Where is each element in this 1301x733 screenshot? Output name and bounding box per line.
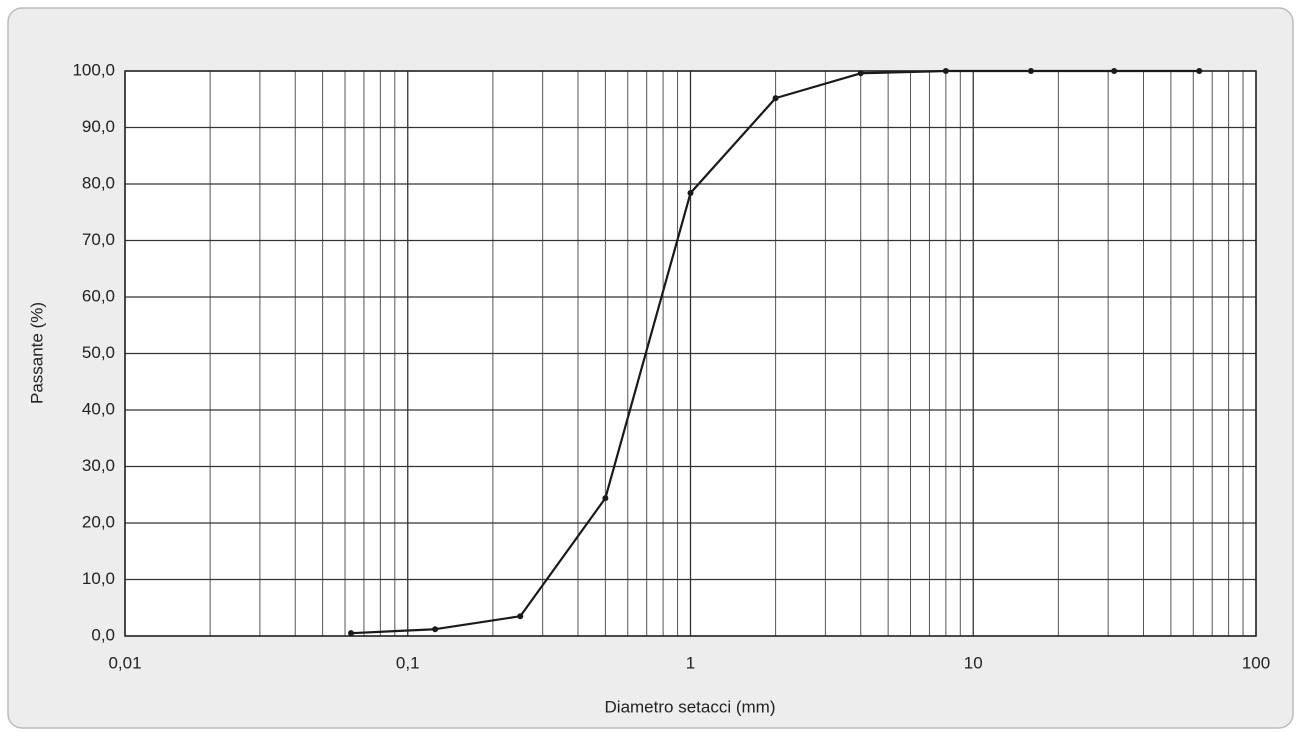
x-tick-label: 10 xyxy=(964,653,983,672)
data-point xyxy=(942,68,949,74)
data-point xyxy=(517,613,524,620)
data-point xyxy=(1111,68,1118,74)
y-tick-label: 30,0 xyxy=(82,456,115,475)
y-tick-label: 90,0 xyxy=(82,117,115,136)
x-tick-label: 100 xyxy=(1242,653,1270,672)
y-tick-label: 10,0 xyxy=(82,569,115,588)
y-tick-label: 20,0 xyxy=(82,512,115,531)
plot-border xyxy=(124,70,1257,637)
x-tick-label: 0,1 xyxy=(396,653,420,672)
x-tick-label: 0,01 xyxy=(108,653,141,672)
data-point xyxy=(857,70,864,77)
y-tick-label: 100,0 xyxy=(72,60,115,79)
data-point xyxy=(687,190,694,197)
y-tick-label: 50,0 xyxy=(82,343,115,362)
data-point xyxy=(1027,68,1034,74)
y-tick-label: 40,0 xyxy=(82,399,115,418)
y-tick-label: 60,0 xyxy=(82,286,115,305)
data-point xyxy=(1196,68,1203,74)
x-axis-label: Diametro setacci (mm) xyxy=(605,697,776,716)
data-point xyxy=(348,630,355,637)
x-tick-label: 1 xyxy=(686,653,695,672)
data-point xyxy=(432,626,439,633)
y-tick-label: 80,0 xyxy=(82,173,115,192)
y-tick-label: 0,0 xyxy=(91,625,115,644)
data-point xyxy=(772,95,779,102)
data-point xyxy=(602,495,609,502)
y-tick-label: 70,0 xyxy=(82,230,115,249)
y-axis-label: Passante (%) xyxy=(27,302,46,404)
